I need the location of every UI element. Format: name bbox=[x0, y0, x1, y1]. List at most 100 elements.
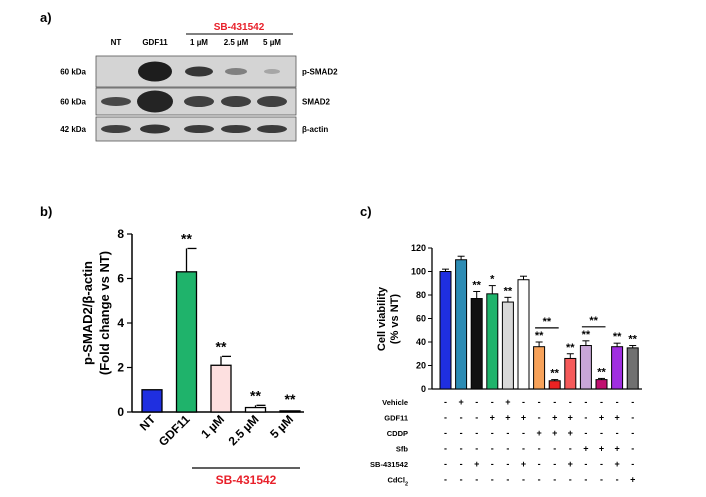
panel-c-condition-sign: - bbox=[475, 413, 478, 423]
panel-a-label: a) bbox=[40, 10, 52, 25]
panel-b-bar bbox=[141, 389, 163, 413]
panel-b-bar bbox=[244, 406, 267, 413]
panel-c-condition-label: GDF11 bbox=[384, 414, 408, 423]
panel-c-condition-sign: - bbox=[506, 428, 509, 438]
panel-c-significance: ** bbox=[535, 330, 544, 342]
panel-c-condition-sign: - bbox=[460, 413, 463, 423]
panel-c-condition-sign: + bbox=[552, 413, 557, 423]
panel-c-condition-sign: - bbox=[444, 475, 447, 485]
panel-c-bars: ** *************** **** ** bbox=[439, 255, 639, 390]
panel-c-bar bbox=[517, 279, 530, 390]
panel-b-category-label: 1 µM bbox=[198, 412, 227, 441]
panel-c-ytick-label: 100 bbox=[411, 267, 426, 277]
panel-b-ytick-label: 8 bbox=[117, 227, 124, 241]
panel-c-condition-sign: + bbox=[583, 444, 588, 454]
panel-c-condition-sign: - bbox=[616, 428, 619, 438]
panel-c-condition-sign: - bbox=[538, 413, 541, 423]
panel-c-condition-sign: + bbox=[552, 428, 557, 438]
panel-c-condition-sign: - bbox=[553, 475, 556, 485]
treatment-header-label: SB-431542 bbox=[214, 22, 265, 33]
panel-c-ytick-label: 40 bbox=[416, 337, 426, 347]
panel-b-significance: ** bbox=[181, 230, 192, 246]
panel-b-ytick-label: 4 bbox=[117, 316, 124, 330]
panel-c-condition-sign: - bbox=[600, 397, 603, 407]
panel-c-condition-sign: + bbox=[568, 413, 573, 423]
panel-c-condition-sign: - bbox=[491, 428, 494, 438]
panel-c-condition-sign: - bbox=[444, 459, 447, 469]
panel-c-condition-label: Vehicle bbox=[382, 398, 408, 407]
panel-c-treatment-table: Vehicle - + - - + - - - - - - - - GDF11 - - - + + + - + + - + + - CD… bbox=[370, 397, 635, 488]
blot-band bbox=[138, 61, 172, 82]
panel-c-condition-sign: - bbox=[491, 444, 494, 454]
blot-band bbox=[137, 90, 173, 113]
panel-c-condition-sign: - bbox=[553, 397, 556, 407]
panel-c-bar bbox=[564, 357, 577, 390]
panel-c-chart: c) Cell viability (% vs NT) 0 20 40 60 80 100… bbox=[360, 204, 642, 488]
panel-b-ytick-label: 0 bbox=[117, 405, 124, 419]
blot-mw-label: 42 kDa bbox=[60, 125, 86, 134]
panel-c-condition-sign: - bbox=[475, 428, 478, 438]
blot-band bbox=[184, 96, 214, 107]
panel-c-bar bbox=[470, 298, 483, 390]
panel-c-condition-sign: - bbox=[584, 413, 587, 423]
panel-c-condition-sign: + bbox=[521, 413, 526, 423]
blot-band bbox=[101, 97, 131, 106]
panel-c-significance: ** bbox=[566, 342, 575, 354]
blot-band bbox=[221, 96, 251, 107]
panel-c-condition-sign: + bbox=[568, 459, 573, 469]
panel-c-condition-sign: + bbox=[505, 397, 510, 407]
panel-c-condition-sign: - bbox=[460, 475, 463, 485]
blot-band bbox=[101, 125, 131, 133]
panel-b-category-label: 5 µM bbox=[267, 412, 296, 441]
panel-b-bar bbox=[210, 364, 232, 413]
panel-c-condition-sign: - bbox=[631, 444, 634, 454]
panel-c-condition-sign: - bbox=[491, 459, 494, 469]
panel-c-significance: ** bbox=[472, 279, 481, 291]
panel-c-bar bbox=[626, 347, 639, 390]
panel-b-ylabel-line2: (Fold change vs NT) bbox=[97, 251, 112, 375]
panel-c-condition-sign: - bbox=[522, 397, 525, 407]
panel-c-condition-sign: - bbox=[444, 413, 447, 423]
panel-c-condition-sign: - bbox=[584, 459, 587, 469]
blot-band bbox=[184, 125, 214, 133]
lane-labels: NT GDF11 1 µM 2.5 µM 5 µM bbox=[111, 38, 282, 47]
panel-c-condition-sign: + bbox=[614, 413, 619, 423]
blot-mw-label: 60 kDa bbox=[60, 68, 86, 77]
panel-c-condition-sign: + bbox=[614, 444, 619, 454]
panel-b-category-label: 2.5 µM bbox=[226, 412, 262, 448]
panel-c-condition-sign: - bbox=[444, 397, 447, 407]
panel-c-condition-sign: + bbox=[568, 428, 573, 438]
panel-c-condition-label: CDDP bbox=[387, 429, 408, 438]
panel-b-ytick-label: 6 bbox=[117, 272, 124, 286]
panel-b-significance: ** bbox=[285, 391, 296, 407]
blot-band bbox=[264, 69, 280, 74]
panel-c-bar bbox=[548, 380, 561, 390]
panel-c-bar bbox=[439, 271, 452, 390]
panel-b-category-label: NT bbox=[137, 412, 159, 434]
panel-c-condition-sign: - bbox=[631, 428, 634, 438]
panel-c-condition-sign: + bbox=[521, 459, 526, 469]
panel-c-condition-label: SB-431542 bbox=[370, 460, 408, 469]
blot-band bbox=[185, 66, 213, 77]
panel-c-significance: ** bbox=[613, 331, 622, 343]
panel-a-western-blot: a) SB-431542 NT GDF11 1 µM 2.5 µM 5 µM 60 kD… bbox=[40, 10, 338, 142]
panel-c-significance: ** bbox=[504, 285, 513, 297]
panel-c-condition-sign: - bbox=[538, 444, 541, 454]
panel-c-significance: ** bbox=[628, 334, 637, 346]
panel-c-bar bbox=[533, 346, 546, 390]
panel-b-category-label: GDF11 bbox=[156, 412, 193, 449]
panel-c-condition-sign: - bbox=[506, 475, 509, 485]
panel-c-condition-sign: - bbox=[491, 475, 494, 485]
panel-b-bar bbox=[175, 271, 198, 413]
panel-c-bar bbox=[501, 301, 514, 390]
panel-c-condition-sign: - bbox=[616, 397, 619, 407]
panel-c-condition-sign: - bbox=[475, 475, 478, 485]
panel-c-bar bbox=[486, 293, 499, 390]
panel-c-ylabel-line1: Cell viability bbox=[376, 286, 388, 351]
panel-c-ytick-label: 60 bbox=[416, 314, 426, 324]
panel-c-condition-sign: + bbox=[505, 413, 510, 423]
panel-c-condition-sign: - bbox=[631, 413, 634, 423]
panel-c-bar bbox=[579, 345, 592, 390]
panel-c-condition-sign: - bbox=[506, 459, 509, 469]
